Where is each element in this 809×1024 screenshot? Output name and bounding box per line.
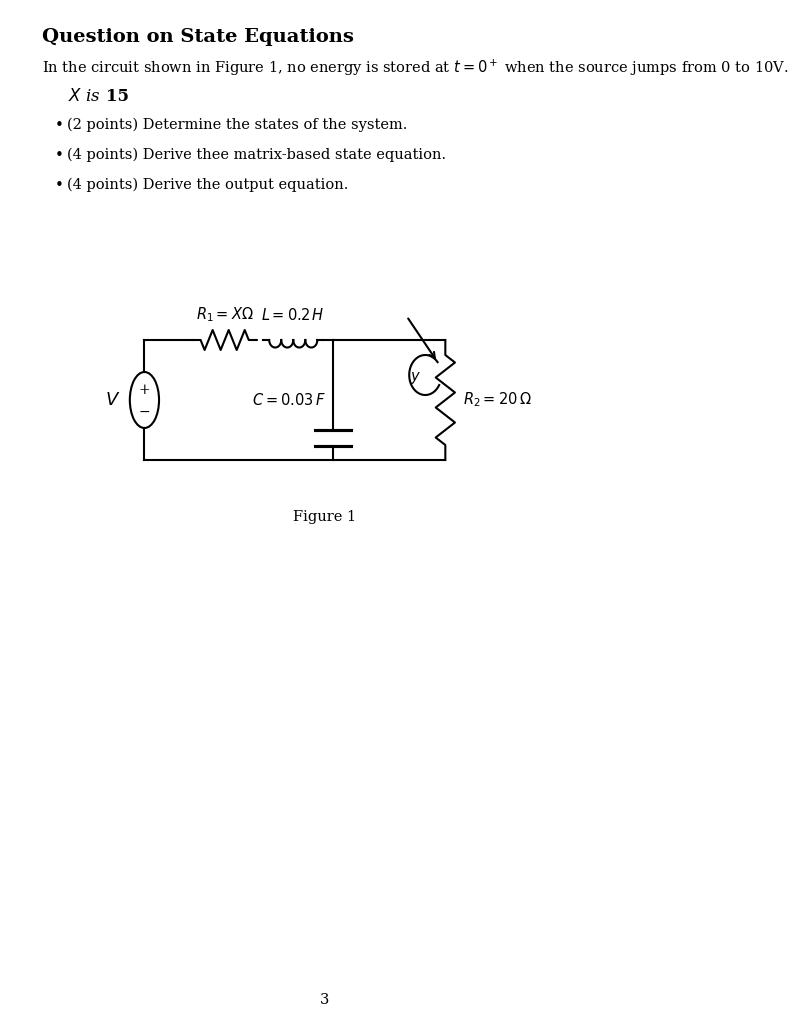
Text: •: • [54,118,63,133]
Text: $C = 0.03\,F$: $C = 0.03\,F$ [252,392,326,408]
Text: −: − [138,406,150,419]
Text: $R_2 = 20\,\Omega$: $R_2 = 20\,\Omega$ [463,390,532,410]
Text: $y$: $y$ [410,370,421,386]
Text: (4 points) Derive the output equation.: (4 points) Derive the output equation. [66,178,348,193]
Text: $V$: $V$ [104,391,120,409]
Text: +: + [138,383,150,397]
Text: In the circuit shown in Figure 1, no energy is stored at $t = 0^+$ when the sour: In the circuit shown in Figure 1, no ene… [42,58,788,78]
Text: $R_1 = X\Omega$: $R_1 = X\Omega$ [196,305,253,325]
Text: •: • [54,178,63,193]
Text: Figure 1: Figure 1 [293,510,356,524]
Text: 3: 3 [320,993,328,1007]
Text: $X$ is: $X$ is [68,88,101,105]
Text: •: • [54,148,63,163]
Text: $L = 0.2\,H$: $L = 0.2\,H$ [261,307,325,323]
Text: Question on State Equations: Question on State Equations [42,28,354,46]
Text: (2 points) Determine the states of the system.: (2 points) Determine the states of the s… [66,118,407,132]
Text: 15: 15 [106,88,129,105]
Text: (4 points) Derive thee matrix-based state equation.: (4 points) Derive thee matrix-based stat… [66,148,446,163]
